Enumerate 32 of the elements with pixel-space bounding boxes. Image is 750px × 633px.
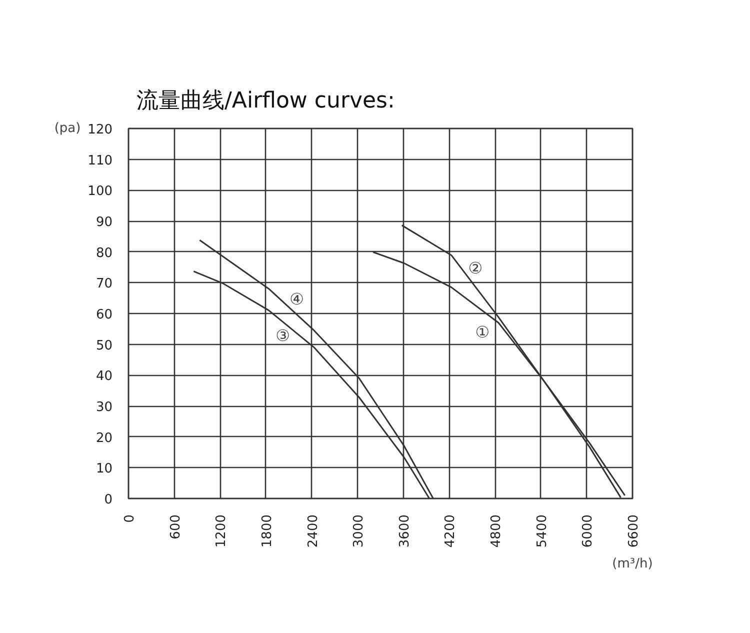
y-tick-label: 50: [96, 338, 113, 354]
y-tick-label: 90: [96, 215, 113, 230]
series-label: ①: [475, 322, 490, 342]
series-label: ②: [468, 258, 483, 278]
x-tick-label: 1200: [214, 514, 230, 548]
x-axis-title: (m³/h): [612, 556, 653, 572]
x-tick-label: 600: [168, 514, 184, 540]
x-tick-label: 3600: [397, 514, 412, 548]
x-tick-label: 0: [122, 514, 138, 523]
y-axis-title: (pa): [54, 121, 81, 136]
x-tick-label: 6600: [626, 514, 642, 548]
y-tick-label: 30: [96, 400, 113, 415]
y-tick-label: 0: [104, 492, 113, 508]
x-tick-label: 6000: [580, 514, 596, 548]
x-tick-label: 4200: [443, 514, 458, 548]
y-tick-label: 20: [96, 430, 113, 446]
x-tick-label: 1800: [260, 514, 275, 548]
series-label: ③: [276, 326, 290, 345]
x-tick-label: 4800: [489, 514, 504, 548]
x-tick-label: 3000: [352, 514, 367, 548]
y-tick-label: 110: [88, 153, 113, 168]
y-tick-label: 120: [88, 122, 113, 138]
y-tick-label: 80: [96, 246, 113, 261]
series-label: ④: [290, 289, 304, 308]
x-tick-label: 2400: [306, 514, 321, 548]
y-tick-label: 10: [96, 462, 113, 477]
y-tick-label: 100: [88, 184, 113, 200]
y-tick-label: 60: [96, 308, 113, 322]
y-tick-label: 40: [96, 369, 113, 384]
chart-title: 流量曲线/Airflow curves:: [136, 88, 395, 114]
x-tick-label: 5400: [534, 514, 550, 548]
y-tick-label: 70: [96, 276, 113, 292]
